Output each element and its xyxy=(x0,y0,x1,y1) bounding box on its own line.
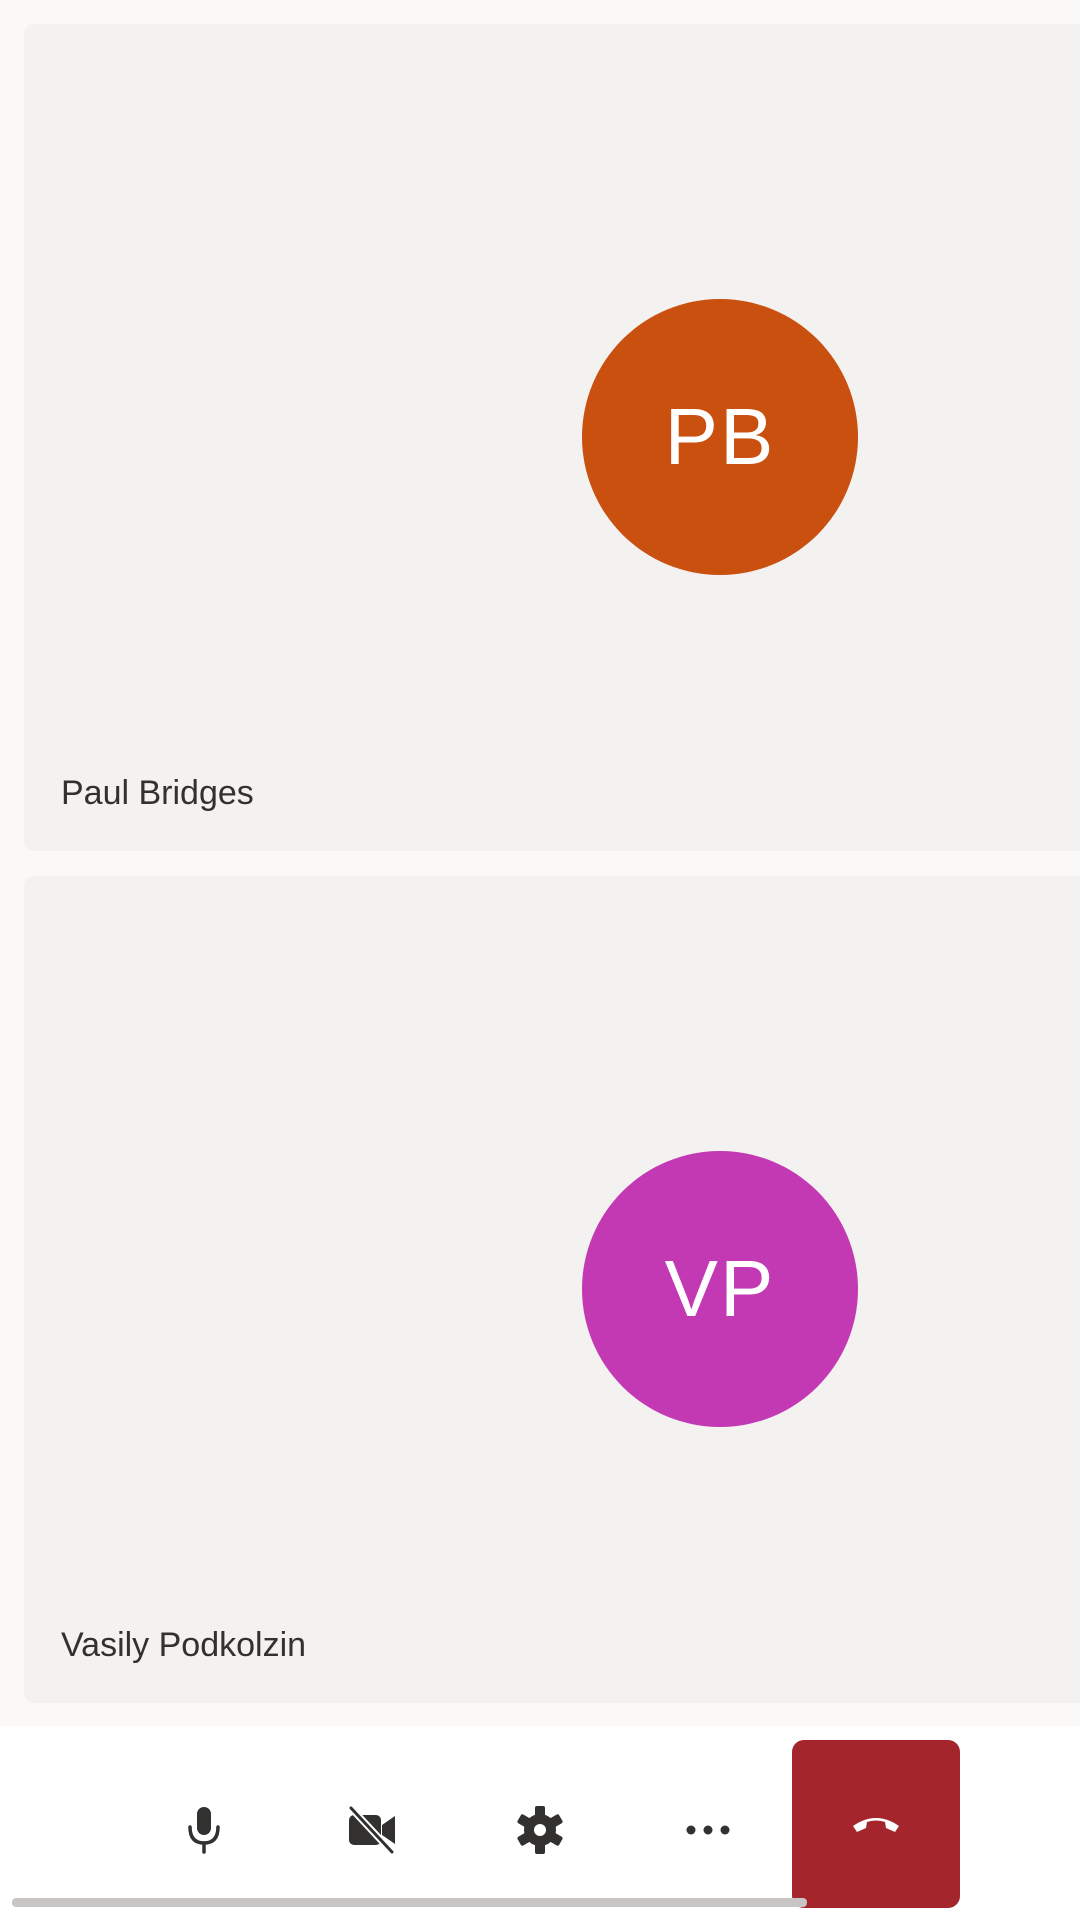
avatar-initials: VP xyxy=(664,1244,776,1333)
hangup-icon xyxy=(853,1818,899,1832)
gear-icon xyxy=(517,1806,563,1854)
scrollbar[interactable] xyxy=(12,1898,807,1907)
settings-button[interactable] xyxy=(456,1746,624,1914)
microphone-button[interactable] xyxy=(120,1746,288,1914)
microphone-icon xyxy=(188,1807,220,1854)
avatar: PB xyxy=(582,299,858,575)
call-controls-bar xyxy=(0,1726,1080,1920)
camera-button[interactable] xyxy=(288,1746,456,1914)
participant-name: Vasily Podkolzin xyxy=(61,1626,307,1664)
participant-tile-paul-bridges[interactable]: PB Paul Bridges xyxy=(24,24,1080,851)
participant-tile-vasily-podkolzin[interactable]: VP Vasily Podkolzin xyxy=(24,876,1080,1703)
avatar: VP xyxy=(582,1151,858,1427)
camera-off-icon xyxy=(347,1805,396,1855)
more-horizontal-icon xyxy=(686,1825,730,1835)
more-options-button[interactable] xyxy=(624,1746,792,1914)
avatar-initials: PB xyxy=(664,392,776,481)
hang-up-button[interactable] xyxy=(792,1740,960,1908)
participant-name: Paul Bridges xyxy=(61,774,254,812)
